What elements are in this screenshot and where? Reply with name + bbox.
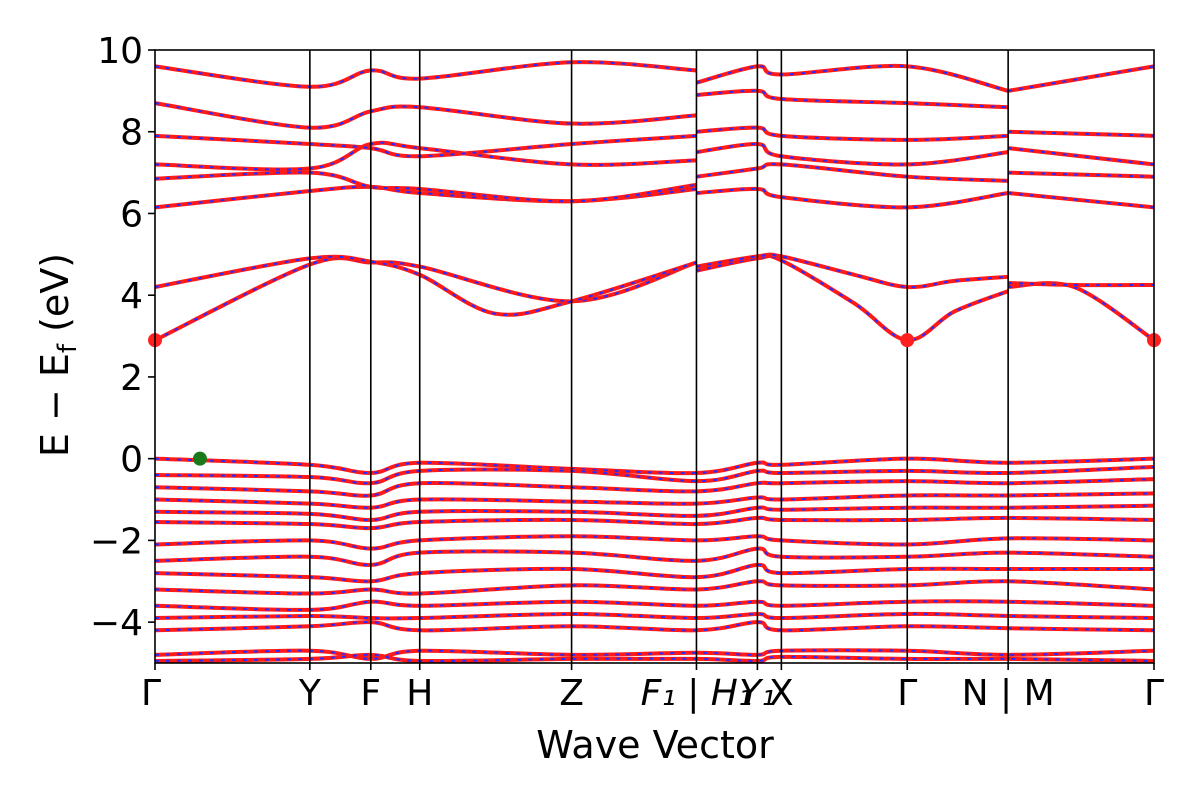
band-line-dash-7 — [154, 171, 697, 203]
band-line-dash-1 — [154, 255, 697, 316]
band-line-dash-36 — [154, 649, 1155, 660]
band-line-1 — [154, 254, 698, 317]
y-axis-title-main: E − E — [33, 353, 77, 457]
y-tick-label-1: −2 — [90, 521, 143, 562]
x-tick-label-6: Y₁ — [739, 673, 775, 714]
band-line-dash-0 — [154, 257, 697, 342]
band-line-dash-14 — [696, 142, 1009, 166]
band-line-13 — [696, 162, 1009, 183]
band-line-31 — [154, 562, 1154, 584]
x-tick-label-10: Γ — [1144, 673, 1164, 714]
band-line-14 — [696, 141, 1009, 167]
band-line-24 — [154, 464, 1155, 486]
x-tick-label-2: F — [360, 673, 381, 714]
x-tick-label-9: N | M — [962, 673, 1055, 714]
y-tick-label-2: 0 — [120, 440, 143, 481]
x-axis-title: Wave Vector — [536, 723, 774, 767]
band-line-dash-11 — [154, 61, 697, 88]
band-line-35 — [154, 620, 1155, 633]
y-tick-label-3: 2 — [120, 358, 143, 399]
band-line-30 — [154, 546, 1155, 567]
band-line-dash-3 — [696, 253, 1009, 289]
band-line-33 — [154, 599, 1155, 612]
y-tick-label-0: −4 — [90, 603, 143, 644]
band-line-17 — [695, 63, 1009, 93]
plot-frame — [154, 49, 1155, 664]
band-line-25 — [154, 477, 1155, 498]
band-line-11 — [154, 60, 697, 89]
band-line-dash-10 — [154, 102, 697, 129]
band-line-2 — [696, 253, 1009, 343]
band-line-29 — [154, 534, 1155, 551]
band-line-dash-16 — [696, 89, 1009, 109]
y-tick-label-7: 10 — [97, 31, 143, 72]
y-axis-title-sub: f — [53, 343, 83, 353]
band-line-16 — [696, 88, 1009, 110]
band-line-dash-24 — [154, 465, 1155, 485]
band-line-dash-2 — [696, 254, 1009, 342]
x-tick-label-8: Γ — [897, 673, 917, 714]
band-line-dash-22 — [1007, 65, 1155, 92]
band-line-dash-17 — [696, 64, 1009, 92]
cbm-marker-1 — [900, 333, 915, 348]
band-line-4 — [1008, 281, 1156, 342]
band-line-dash-23 — [154, 457, 1155, 475]
band-line-32 — [154, 579, 1155, 596]
band-line-28 — [154, 515, 1155, 531]
band-line-dash-20 — [1008, 147, 1155, 166]
band-line-dash-18 — [1008, 192, 1155, 209]
band-line-12 — [696, 186, 1009, 210]
y-tick-label-4: 4 — [120, 276, 143, 317]
vbm-marker — [192, 451, 207, 466]
band-line-23 — [154, 456, 1155, 476]
x-tick-label-1: Y — [298, 673, 322, 714]
y-axis-title-unit: (eV) — [33, 253, 77, 344]
x-tick-label-4: Z — [559, 673, 584, 714]
band-line-8 — [154, 140, 697, 172]
svg-text:E − Ef (eV): E − Ef (eV) — [33, 253, 83, 457]
y-tick-label-5: 6 — [120, 194, 143, 235]
band-line-dash-19 — [1008, 171, 1155, 178]
y-axis-title: E − Ef (eV) — [33, 253, 83, 457]
y-tick-label-6: 8 — [120, 113, 143, 154]
band-line-26 — [154, 491, 1155, 510]
x-tick-label-5: F₁ | H₁ — [641, 673, 753, 714]
x-tick-label-0: Γ — [141, 673, 161, 714]
band-line-dash-4 — [1008, 282, 1155, 341]
x-tick-label-3: H — [406, 673, 433, 714]
band-line-9 — [154, 133, 697, 159]
band-line-dash-21 — [1008, 130, 1155, 137]
band-line-dash-5 — [1008, 281, 1155, 287]
x-tick-label-7: X — [769, 673, 794, 714]
band-line-15 — [696, 125, 1009, 142]
